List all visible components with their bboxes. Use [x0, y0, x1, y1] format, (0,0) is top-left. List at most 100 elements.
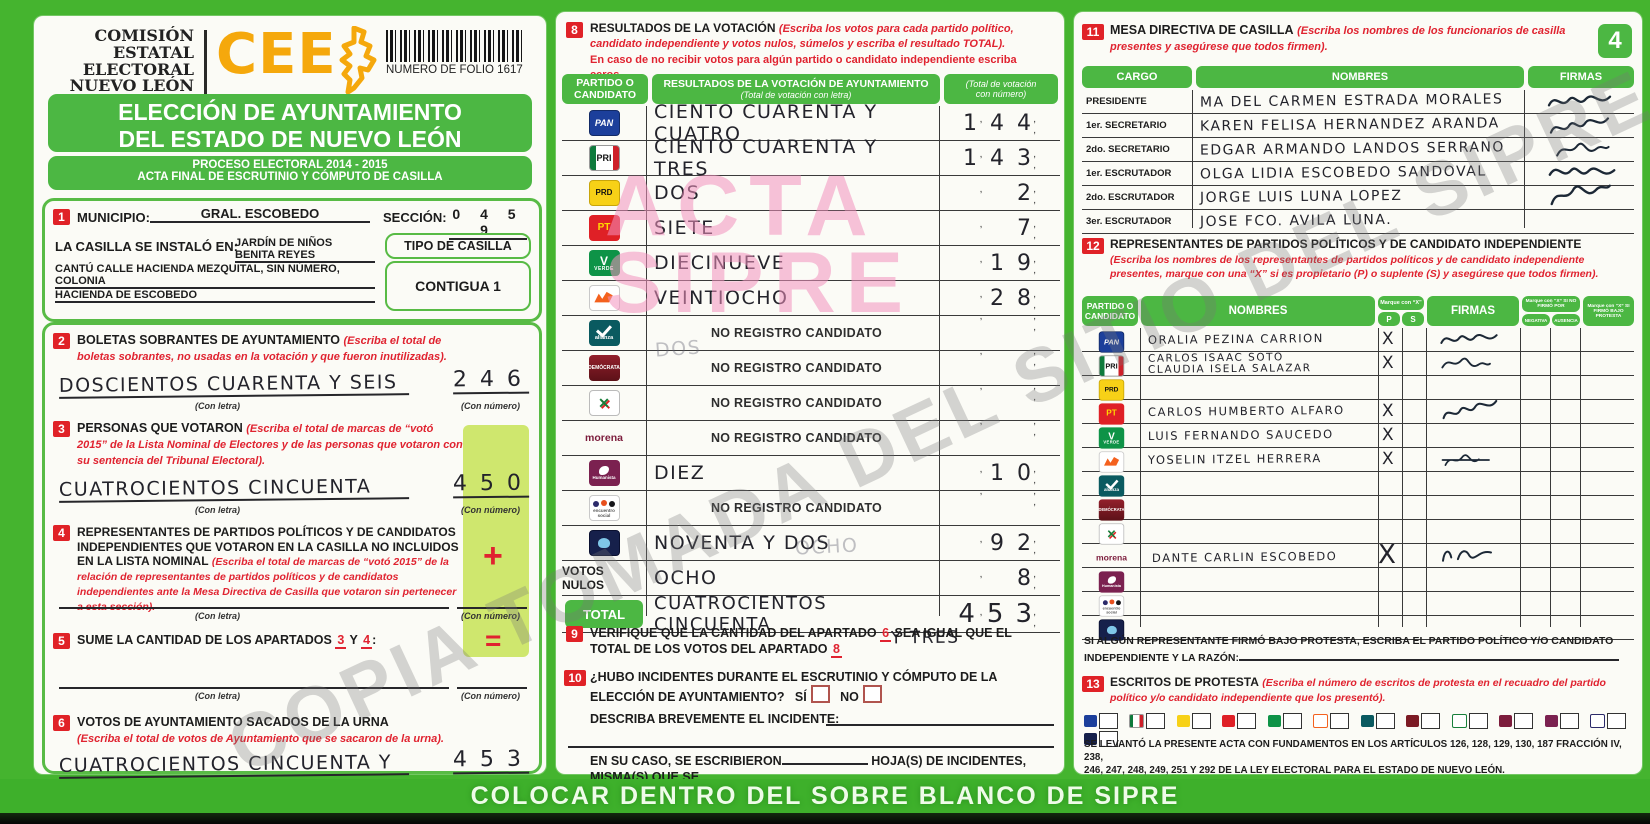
votos-urna-letra[interactable]: CUATROCIENTOS CINCUENTA Y: [58, 751, 410, 779]
votes-number[interactable]: 28: [990, 285, 1044, 311]
protest-box-humanista[interactable]: [1559, 712, 1579, 729]
protest-box-independiente[interactable]: [1099, 730, 1118, 747]
casilla-location-line3[interactable]: HACIENDA DE ESCOBEDO: [55, 289, 375, 303]
protest-box-cruzada[interactable]: [1468, 712, 1488, 729]
propietario-x[interactable]: X: [1381, 448, 1396, 470]
votes-number[interactable]: 2: [1017, 180, 1044, 206]
humanista-logo: Humanista: [588, 460, 620, 486]
protest-box-pt[interactable]: [1237, 712, 1257, 729]
votes-words[interactable]: CIENTO CUARENTA Y TRES: [654, 136, 878, 180]
signature: [1440, 334, 1498, 344]
section-9-title: VERIFIQUE QUE LA CANTIDAD DEL APARTADO 6…: [590, 626, 1012, 659]
razon-line[interactable]: [1239, 649, 1619, 661]
protest-box-prd[interactable]: [1191, 712, 1211, 729]
representantes-numero-line[interactable]: [457, 593, 527, 609]
casilla-location-line1[interactable]: JARDÍN DE NIÑOS BENITA REYES: [235, 237, 375, 263]
incident-line-1[interactable]: [826, 712, 1054, 726]
votes-number[interactable]: 8: [1017, 565, 1044, 591]
con-numero-label: (Con número): [461, 401, 520, 411]
seccion-value[interactable]: 0 4 5 9: [449, 206, 527, 240]
protest-box-morena[interactable]: [1514, 712, 1534, 729]
suma-letra-line[interactable]: [59, 673, 449, 689]
propietario-x[interactable]: X: [1381, 352, 1396, 374]
rep-nombre[interactable]: YOSELIN ITZEL HERRERA: [1147, 451, 1322, 467]
votes-number[interactable]: 7: [1017, 215, 1044, 241]
independent-candidate-logo: [1098, 619, 1125, 641]
mesa-row-presidente: PRESIDENTE MA DEL CARMEN ESTRADA MORALES: [1082, 90, 1634, 114]
con-letra-label: (Con letra): [195, 401, 240, 411]
protest-box-democrata[interactable]: [1421, 712, 1441, 729]
col-firmas-header: FIRMAS: [1528, 66, 1634, 88]
votes-words[interactable]: NOVENTA Y DOS: [654, 532, 831, 554]
personas-votaron-letra[interactable]: CUATROCIENTOS CINCUENTA: [58, 475, 410, 503]
votes-words[interactable]: OCHO: [654, 567, 718, 589]
propietario-x[interactable]: X: [1381, 328, 1396, 350]
casilla-location-line2[interactable]: CANTÚ CALLE HACIENDA MEZQUITAL, SIN NÚME…: [55, 263, 375, 289]
equals-sign: =: [485, 625, 502, 656]
representantes-letra-line[interactable]: [59, 593, 449, 609]
result-row-independiente: NOVENTA Y DOS 92: [562, 526, 1060, 561]
rep-nombre[interactable]: LUIS FERNANDO SAUCEDO: [1147, 427, 1334, 443]
boletas-sobrantes-letra[interactable]: DOSCIENTOS CUARENTA Y SEIS: [58, 371, 410, 399]
movimiento-ciudadano-logo: [588, 285, 620, 311]
rep-row-alianza: alianza: [1082, 472, 1634, 497]
votes-number[interactable]: 143: [963, 145, 1044, 171]
incident-line-2[interactable]: [568, 734, 1054, 748]
pri-mini-logo: [1129, 713, 1145, 728]
representantes-table: PAN ORALIA PEZINA CARRION X PRI CARLOS I…: [1082, 328, 1634, 641]
result-row-nulos: VOTOS NULOS OCHO 8: [562, 561, 1060, 596]
funcionario-nombre[interactable]: MA DEL CARMEN ESTRADA MORALES: [1199, 91, 1504, 111]
si-checkbox[interactable]: [810, 685, 830, 704]
propietario-x[interactable]: X: [1381, 400, 1396, 422]
encuentro-social-logo: encuentro social: [588, 495, 620, 521]
municipio-value[interactable]: GRAL. ESCOBEDO: [150, 206, 370, 223]
rep-nombre[interactable]: CARLOS HUMBERTO ALFARO: [1147, 402, 1345, 420]
suma-numero-line[interactable]: [457, 673, 527, 689]
propietario-x[interactable]: X: [1377, 539, 1398, 571]
cargo-label: 1er. SECRETARIO: [1086, 120, 1167, 131]
funcionario-nombre[interactable]: JORGE LUIS LUNA LOPEZ: [1199, 187, 1403, 207]
rep-nombre-2[interactable]: CLAUDIA ISELA SALAZAR: [1147, 362, 1312, 376]
funcionario-nombre[interactable]: KAREN FELISA HERNANDEZ ARANDA: [1199, 115, 1500, 135]
sheets-count-line[interactable]: [781, 752, 868, 765]
votes-number[interactable]: 10: [990, 460, 1044, 486]
rep-nombre[interactable]: ORALIA PEZINA CARRION: [1147, 331, 1324, 347]
votes-words[interactable]: SIETE: [654, 217, 715, 239]
protest-box-mc[interactable]: [1330, 712, 1350, 729]
protest-box-pri[interactable]: [1146, 712, 1166, 729]
mc-mini-logo: [1313, 713, 1329, 728]
protest-box-encuentro[interactable]: [1606, 712, 1626, 729]
votes-words[interactable]: VEINTIOCHO: [654, 287, 789, 309]
votes-words[interactable]: DOS: [654, 182, 701, 204]
protest-box-alianza[interactable]: [1375, 712, 1395, 729]
nueva-alianza-logo: alianza: [1098, 475, 1125, 497]
protest-box-pan[interactable]: [1099, 712, 1118, 729]
personas-votaron-numero[interactable]: 450: [452, 470, 535, 499]
funcionario-nombre[interactable]: OLGA LIDIA ESCOBEDO SANDOVAL: [1199, 163, 1487, 183]
col12-protesta-header: Marque con “X” SI FIRMÓ BAJO PROTESTA: [1583, 296, 1634, 326]
funcionario-nombre[interactable]: EDGAR ARMANDO LANDOS SERRANO: [1199, 139, 1505, 159]
folio-label: NUMERO DE FOLIO 1617: [386, 64, 523, 76]
no-registro-label: NO REGISTRO CANDIDATO: [710, 396, 883, 410]
boletas-sobrantes-numero[interactable]: 246: [452, 366, 535, 395]
signature: [1441, 550, 1493, 562]
funcionario-nombre[interactable]: JOSE FCO. AVILA LUNA.: [1199, 211, 1393, 231]
votes-words[interactable]: DIEZ: [654, 462, 706, 484]
section-4-title: REPRESENTANTES DE PARTIDOS POLÍTICOS Y D…: [77, 525, 459, 613]
movimiento-ciudadano-logo: [1098, 451, 1125, 473]
protest-box-verde[interactable]: [1282, 712, 1302, 729]
votes-number[interactable]: 92: [990, 530, 1044, 556]
rep-nombre[interactable]: DANTE CARLIN ESCOBEDO: [1151, 549, 1338, 565]
votes-number[interactable]: 144: [963, 110, 1044, 136]
alianza-mini-logo: [1360, 714, 1374, 727]
col-numero-header: (Total de votación con número): [944, 74, 1058, 104]
no-checkbox[interactable]: [862, 685, 882, 704]
section-5-title: SUME LA CANTIDAD DE LOS APARTADOS 3 Y 4:: [77, 633, 377, 649]
democrata-logo: DEMÓCRATA: [588, 355, 620, 381]
votos-urna-numero[interactable]: 453: [452, 746, 535, 775]
votes-words[interactable]: DIECINUEVE: [654, 252, 786, 274]
cargo-label: 2do. ESCRUTADOR: [1086, 192, 1175, 203]
votes-number[interactable]: 19: [990, 250, 1044, 276]
propietario-x[interactable]: X: [1381, 424, 1396, 446]
section-1-badge: 1: [53, 209, 70, 225]
